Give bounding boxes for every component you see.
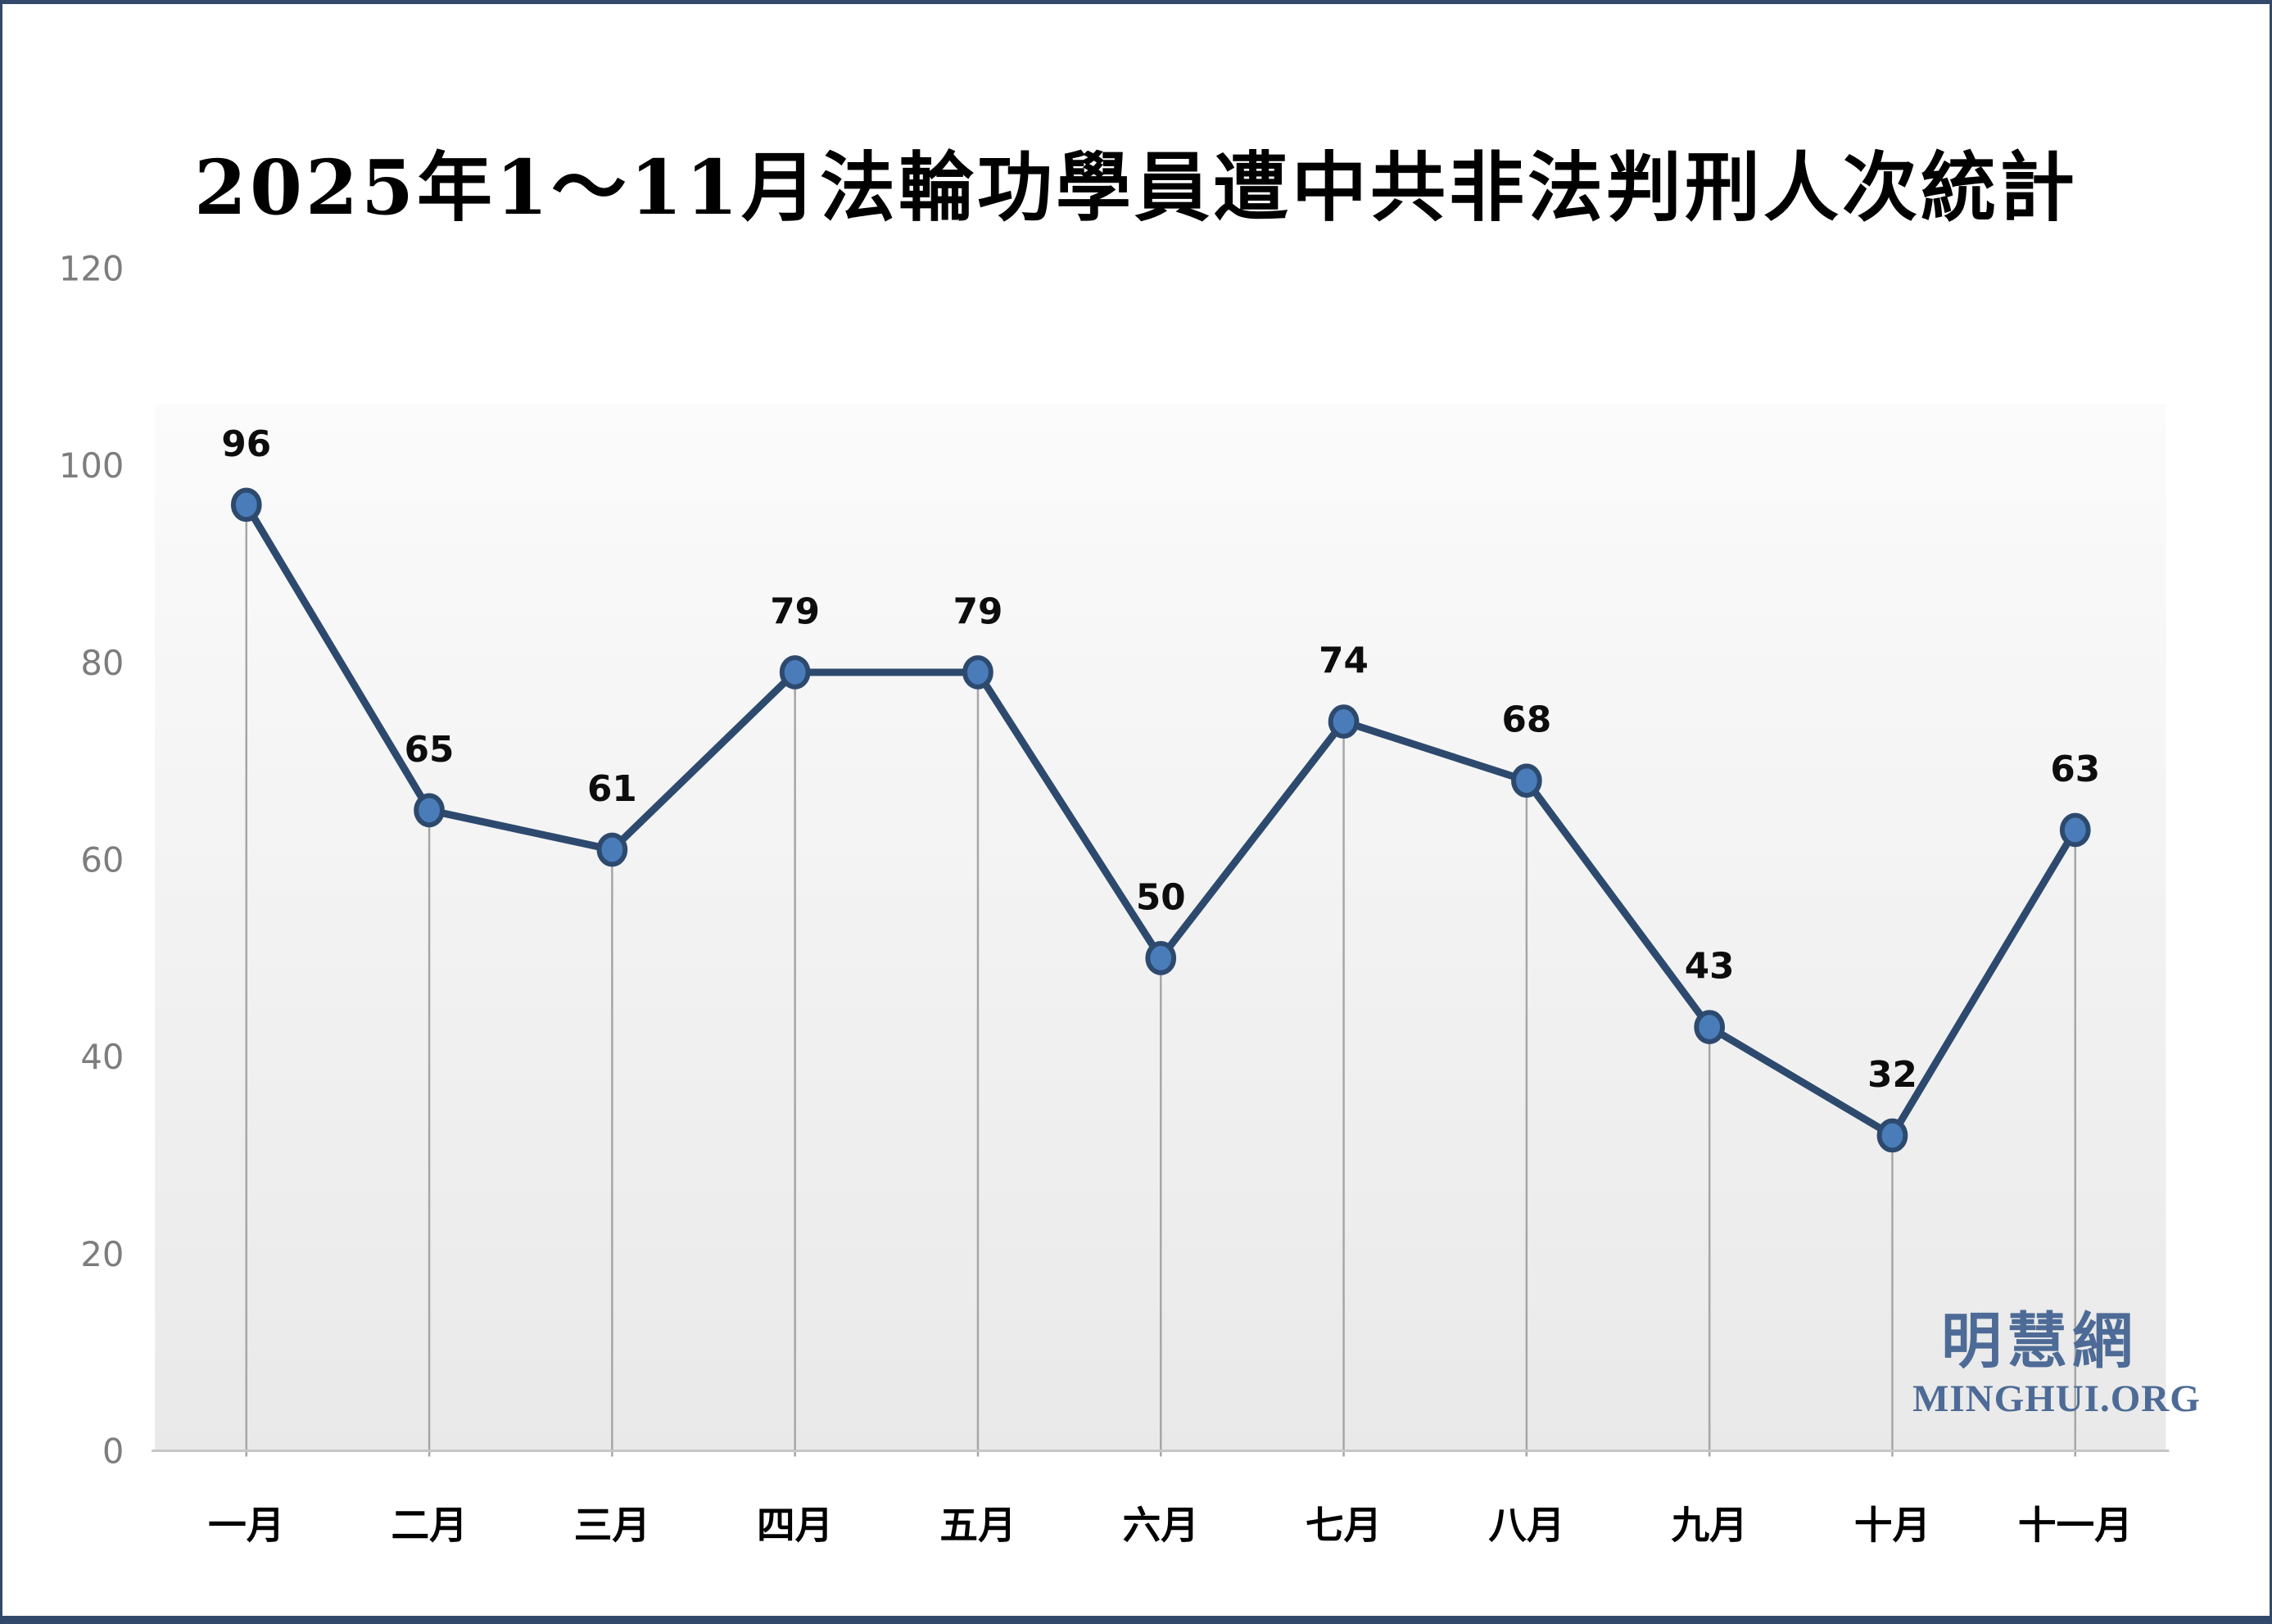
watermark-latin-text: MINGHUI.ORG bbox=[1912, 1377, 2201, 1420]
data-point-marker bbox=[2059, 812, 2091, 848]
data-point-marker bbox=[779, 655, 811, 690]
x-axis-tick-label: 五月 bbox=[939, 1503, 1016, 1548]
x-axis-tick-label: 九月 bbox=[1672, 1503, 1748, 1548]
data-point-marker bbox=[596, 832, 628, 867]
y-axis-tick-label: 80 bbox=[80, 643, 124, 683]
y-axis-tick-label: 20 bbox=[80, 1234, 124, 1274]
data-label: 63 bbox=[2050, 749, 2100, 790]
x-axis-tick-label: 三月 bbox=[574, 1503, 650, 1548]
x-axis-tick-label: 二月 bbox=[391, 1503, 467, 1548]
data-label: 32 bbox=[1867, 1054, 1917, 1096]
data-label: 74 bbox=[1319, 640, 1369, 682]
y-axis-tick-label: 0 bbox=[102, 1431, 124, 1471]
data-point-marker bbox=[1328, 704, 1360, 739]
x-axis-tick-label: 十月 bbox=[1854, 1503, 1930, 1548]
data-point-marker bbox=[414, 793, 445, 828]
data-label: 79 bbox=[953, 590, 1003, 632]
data-point-marker bbox=[230, 487, 262, 522]
chart-title: 2025年1～11月法輪功學員遭中共非法判刑人次統計 bbox=[193, 143, 2079, 232]
x-axis-tick-label: 一月 bbox=[208, 1503, 284, 1548]
data-label: 68 bbox=[1501, 699, 1551, 741]
data-label: 65 bbox=[405, 729, 455, 771]
data-point-marker bbox=[1145, 941, 1177, 975]
data-point-marker bbox=[1876, 1118, 1908, 1153]
data-point-marker bbox=[1694, 1010, 1726, 1044]
data-point-marker bbox=[962, 655, 993, 690]
y-axis-tick-label: 100 bbox=[59, 446, 124, 486]
x-axis-tick-label: 十一月 bbox=[2018, 1503, 2133, 1548]
x-axis-tick-label: 七月 bbox=[1306, 1503, 1382, 1548]
data-label: 61 bbox=[587, 768, 637, 810]
y-axis-tick-label: 40 bbox=[80, 1037, 124, 1077]
x-axis-tick-label: 八月 bbox=[1488, 1503, 1564, 1548]
line-chart: 96 65 61 79 79 50 74 68 43 32 63 0 20 40 60 80 100 120 一月 二… bbox=[59, 248, 2170, 1548]
data-label: 43 bbox=[1685, 946, 1735, 988]
data-label: 50 bbox=[1136, 876, 1186, 918]
x-axis-tick-label: 四月 bbox=[757, 1503, 833, 1548]
watermark-chinese-text: 明慧網 bbox=[1941, 1306, 2138, 1377]
y-axis-tick-label: 60 bbox=[80, 839, 124, 880]
data-label: 79 bbox=[770, 590, 820, 632]
x-axis-tick-label: 六月 bbox=[1123, 1503, 1199, 1548]
data-point-marker bbox=[1511, 763, 1542, 798]
y-axis-tick-label: 120 bbox=[59, 248, 124, 288]
data-label: 96 bbox=[221, 423, 271, 465]
minghui-watermark: 明慧網 MINGHUI.ORG bbox=[1912, 1306, 2201, 1420]
